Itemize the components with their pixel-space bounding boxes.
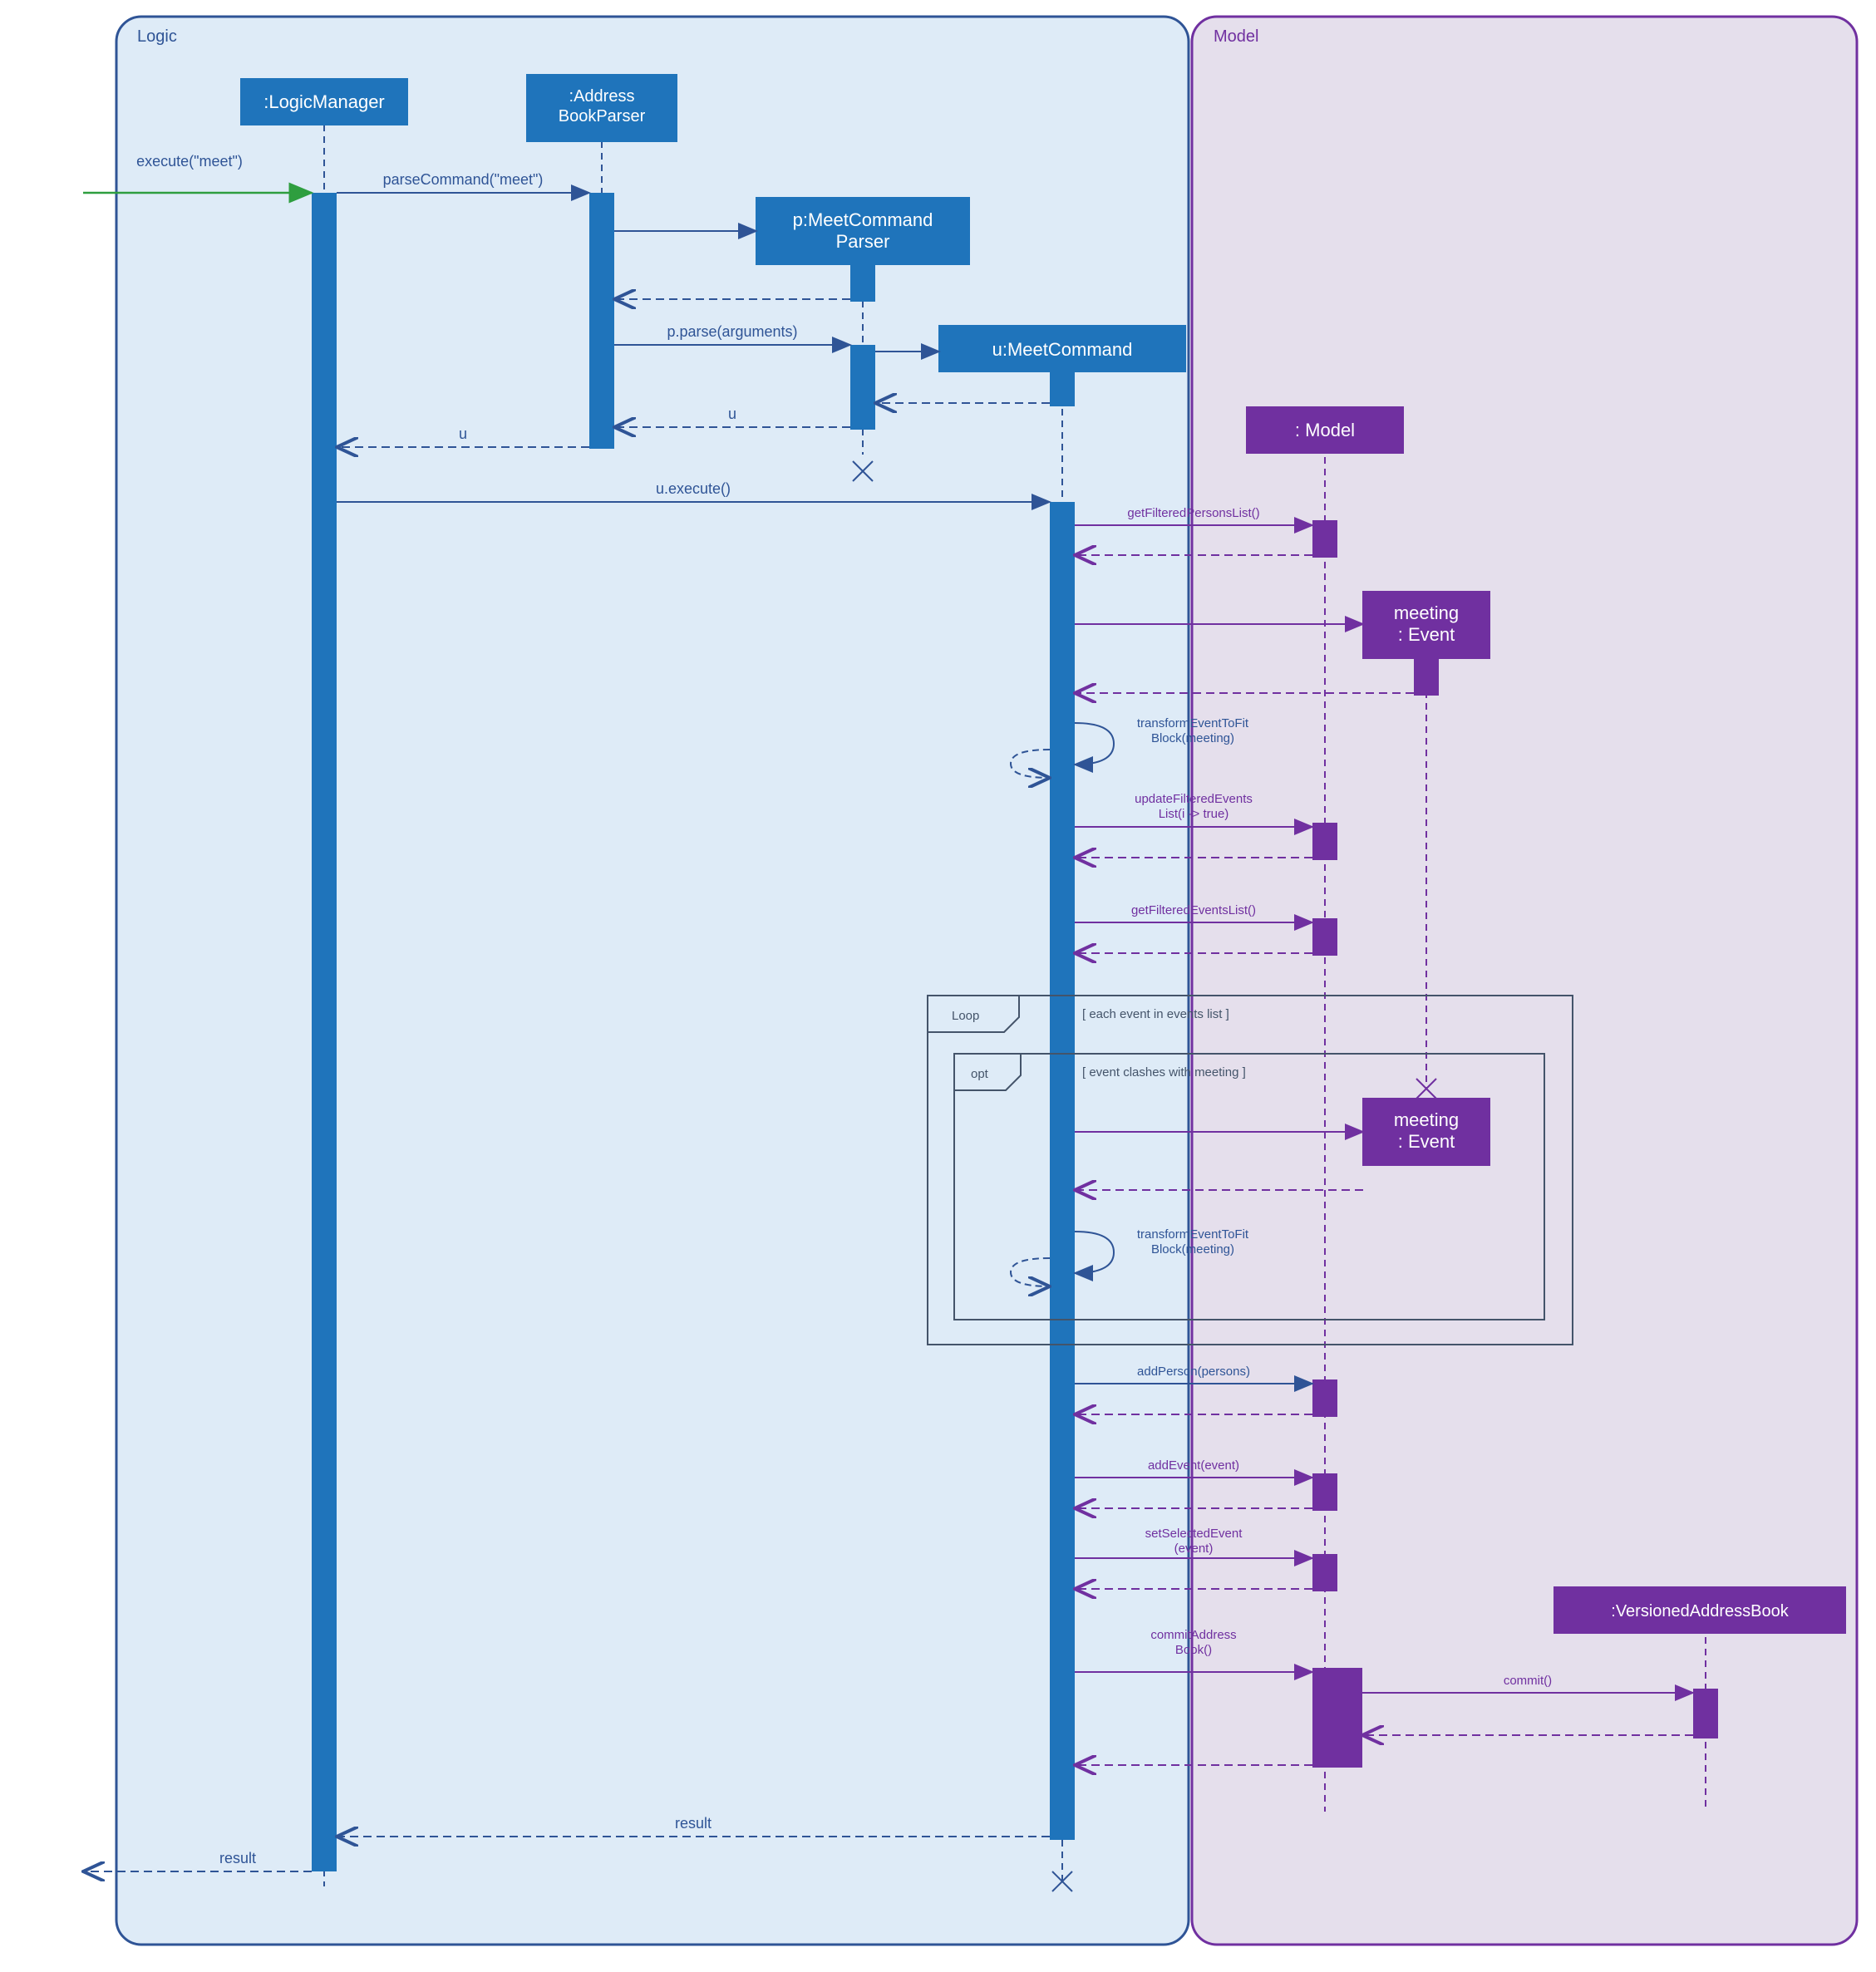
model-act3 <box>1312 918 1337 956</box>
model-frame <box>1192 17 1857 1945</box>
msg-u1-label: u <box>728 406 736 422</box>
loop-label: Loop <box>952 1009 979 1023</box>
msg-add-person-label: addPerson(persons) <box>1137 1365 1250 1379</box>
logicmanager-label: :LogicManager <box>263 91 385 112</box>
msg-u2-label: u <box>459 425 467 442</box>
lm-activation <box>312 193 337 1871</box>
msg-commit-label: commit() <box>1504 1674 1552 1688</box>
sequence-diagram: Logic Model :LogicManager :AddressBookPa… <box>0 0 1876 1972</box>
opt-label: opt <box>971 1067 989 1081</box>
mcp-activation2 <box>850 345 875 430</box>
abp-activation <box>589 193 614 449</box>
model-act6 <box>1312 1554 1337 1591</box>
msg-execute-meet-label: execute("meet") <box>136 153 243 170</box>
msg-u-execute-label: u.execute() <box>656 480 731 497</box>
model-act4 <box>1312 1379 1337 1417</box>
mc-activation2 <box>1050 502 1075 1840</box>
msg-result1-label: result <box>675 1815 712 1832</box>
vab-act <box>1693 1689 1718 1738</box>
mcp-activation1 <box>850 264 875 302</box>
meeting1-act <box>1414 658 1439 696</box>
opt-guard-label: [ event clashes with meeting ] <box>1082 1065 1246 1079</box>
model-act2 <box>1312 823 1337 860</box>
msg-transform2-label: transformEventToFitBlock(meeting) <box>1137 1227 1249 1256</box>
model-frame-label: Model <box>1214 27 1258 46</box>
loop-guard-label: [ each event in events list ] <box>1082 1007 1229 1021</box>
model-act5 <box>1312 1473 1337 1511</box>
logic-frame <box>116 17 1189 1945</box>
model-box-label: : Model <box>1295 420 1355 440</box>
meeting1-label: meeting: Event <box>1394 602 1459 645</box>
msg-get-filtered-persons-label: getFilteredPersonsList() <box>1127 506 1259 520</box>
mc-label: u:MeetCommand <box>992 339 1133 360</box>
msg-transform1-label: transformEventToFitBlock(meeting) <box>1137 716 1249 745</box>
model-act1 <box>1312 520 1337 558</box>
vab-label: :VersionedAddressBook <box>1611 1602 1789 1620</box>
msg-gfe-label: getFilteredEventsList() <box>1131 903 1256 917</box>
logic-frame-label: Logic <box>137 27 177 46</box>
meeting2-label: meeting: Event <box>1394 1109 1459 1152</box>
mc-activation1 <box>1050 371 1075 406</box>
msg-p-parse-label: p.parse(arguments) <box>667 323 797 340</box>
msg-result2-label: result <box>219 1850 256 1866</box>
msg-add-event-label: addEvent(event) <box>1148 1458 1239 1473</box>
msg-parse-command-label: parseCommand("meet") <box>383 171 544 188</box>
model-act7 <box>1312 1668 1362 1768</box>
